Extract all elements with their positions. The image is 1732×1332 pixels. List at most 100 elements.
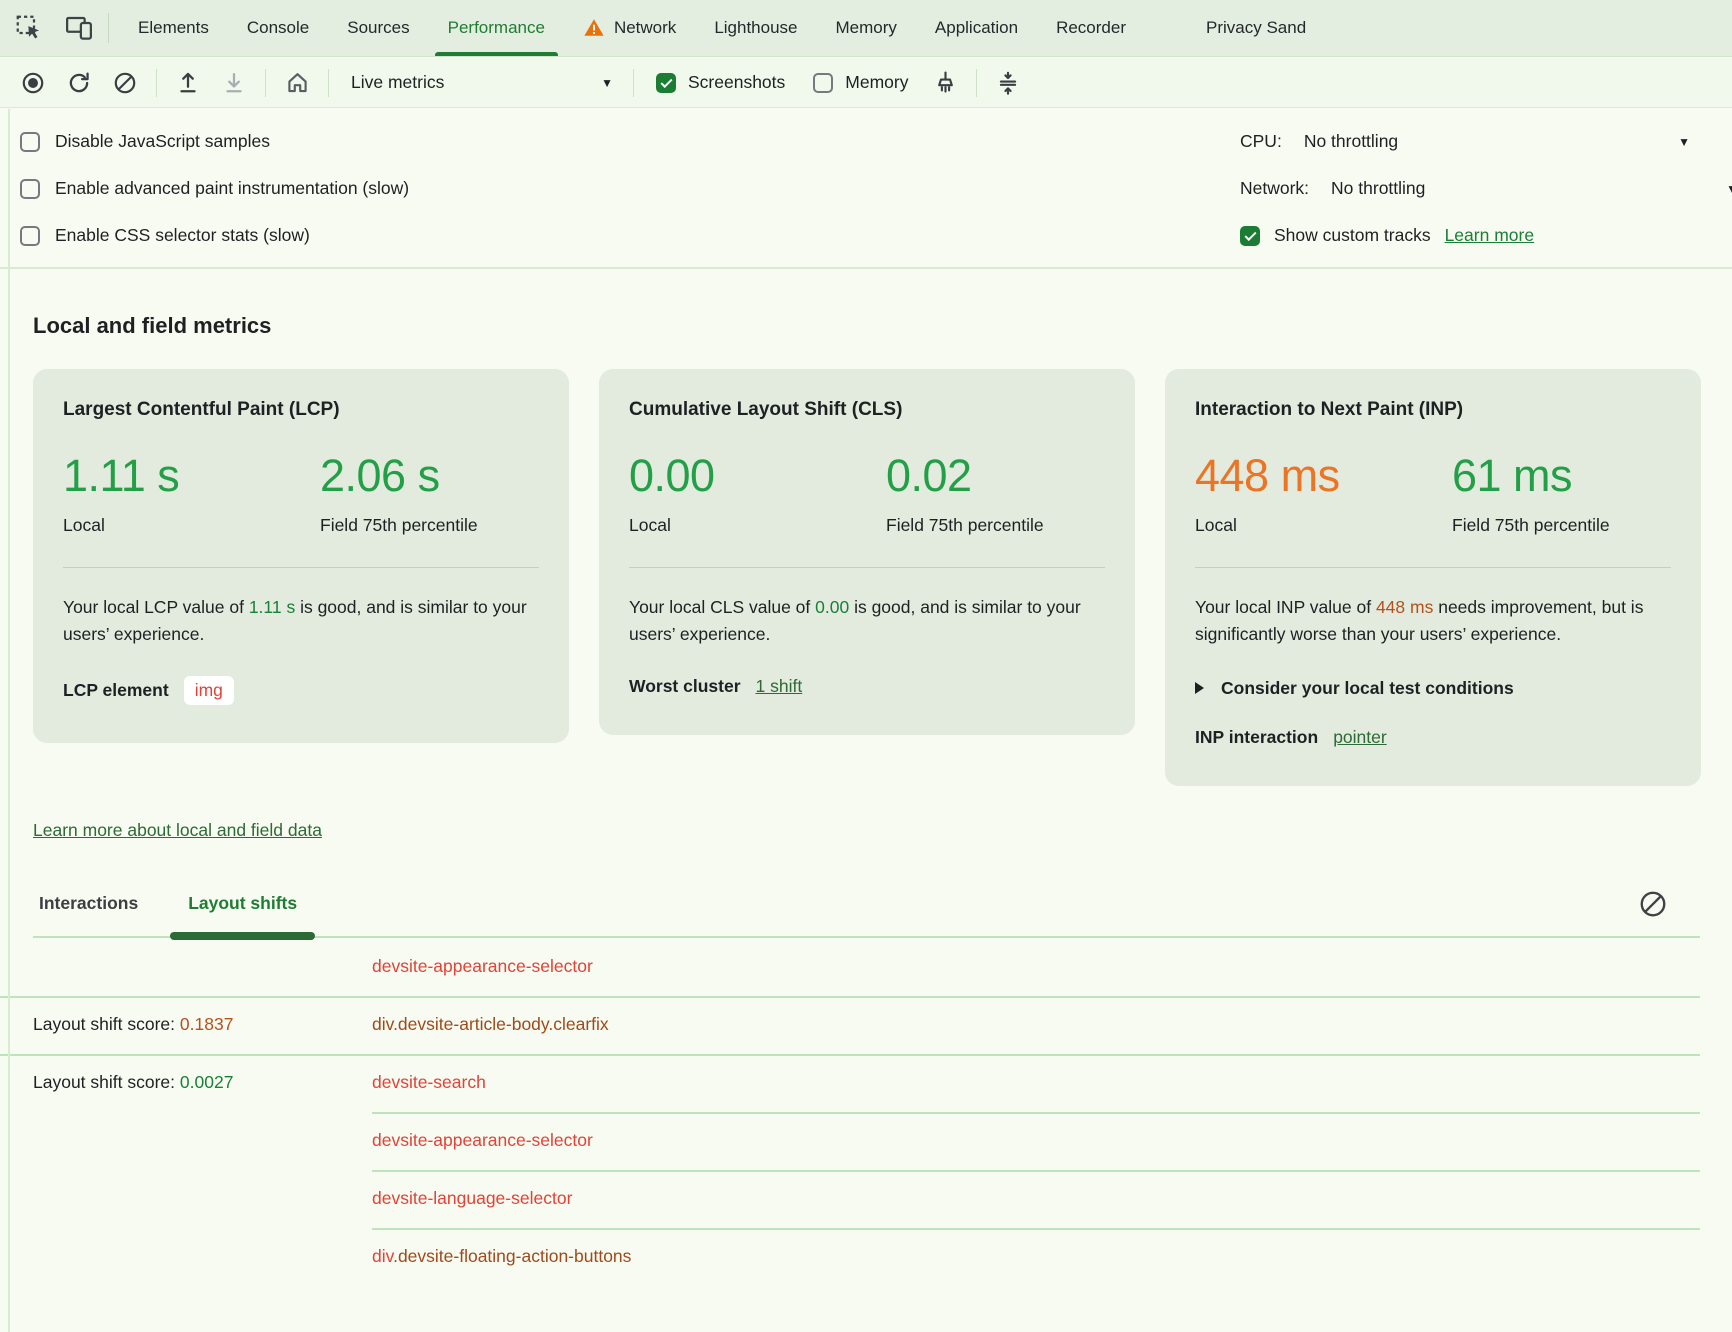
divider: [1195, 566, 1671, 568]
interactions-log: Interactions Layout shifts devsite-appea…: [0, 891, 1732, 1286]
device-toolbar-icon[interactable]: [58, 8, 100, 48]
shift-element-link[interactable]: div.devsite-floating-action-buttons: [372, 1246, 632, 1267]
tab-memory[interactable]: Memory: [835, 18, 897, 37]
lcp-element-label: LCP element: [63, 679, 169, 700]
divider: [0, 1053, 1700, 1056]
chevron-down-icon: ▼: [601, 75, 613, 90]
inspect-element-icon[interactable]: [8, 8, 50, 48]
shift-element-link[interactable]: div.devsite-article-body.clearfix: [372, 1014, 609, 1035]
disable-js-samples-checkbox[interactable]: Disable JavaScript samples: [20, 118, 1732, 165]
layout-shift-row: devsite-appearance-selector: [0, 938, 1732, 996]
upload-profile-button[interactable]: [165, 63, 211, 103]
local-label: Local: [629, 514, 671, 535]
local-label: Local: [1195, 514, 1237, 535]
learn-more-field-data-link[interactable]: Learn more about local and field data: [33, 819, 322, 840]
panel-left-border: [8, 109, 10, 1332]
inp-description: Your local INP value of 448 ms needs imp…: [1195, 596, 1644, 644]
lcp-field-value: 2.06 s: [320, 450, 440, 501]
garbage-collect-icon[interactable]: [922, 63, 968, 103]
layout-shift-row: div.devsite-floating-action-buttons: [0, 1227, 1732, 1286]
memory-checkbox[interactable]: Memory: [813, 72, 908, 93]
live-metrics-view: Local and field metrics Largest Contentf…: [0, 269, 1732, 1332]
checkbox-icon[interactable]: [20, 178, 40, 199]
tab-layout-shifts[interactable]: Layout shifts: [170, 893, 316, 940]
custom-tracks-learn-more-link[interactable]: Learn more: [1444, 225, 1535, 245]
local-test-conditions-expander[interactable]: Consider your local test conditions: [1195, 678, 1671, 699]
divider: [108, 13, 109, 43]
capture-settings: Disable JavaScript samples Enable advanc…: [0, 109, 1732, 269]
cpu-throttling-select[interactable]: CPU: No throttling ▼: [1240, 131, 1690, 151]
layout-shift-row: devsite-appearance-selector: [0, 1111, 1732, 1170]
tab-network[interactable]: Network: [564, 0, 695, 56]
cls-description: Your local CLS value of 0.00 is good, an…: [629, 596, 1081, 644]
divider: [372, 1227, 1700, 1230]
shift-element-link[interactable]: devsite-appearance-selector: [372, 956, 593, 977]
divider: [372, 1111, 1700, 1114]
local-label: Local: [63, 514, 105, 535]
inp-interaction-link[interactable]: pointer: [1333, 726, 1387, 747]
divider: [156, 68, 157, 97]
panel-mode-select[interactable]: Live metrics ▼: [351, 72, 613, 92]
inp-card: Interaction to Next Paint (INP) 448 ms L…: [1165, 369, 1701, 786]
shift-element-link[interactable]: devsite-language-selector: [372, 1188, 573, 1209]
cls-local-value: 0.00: [629, 450, 715, 501]
advanced-paint-checkbox[interactable]: Enable advanced paint instrumentation (s…: [20, 165, 1732, 212]
checkbox-icon[interactable]: [20, 131, 40, 152]
chevron-down-icon: ▼: [1678, 135, 1690, 149]
tab-sources[interactable]: Sources: [347, 18, 410, 37]
shift-element-link[interactable]: devsite-appearance-selector: [372, 1130, 593, 1151]
page-title: Local and field metrics: [33, 313, 272, 338]
tab-interactions[interactable]: Interactions: [39, 892, 139, 913]
field-label: Field 75th percentile: [320, 514, 478, 535]
tab-application[interactable]: Application: [934, 18, 1019, 37]
shift-score-label: Layout shift score:: [33, 1072, 176, 1093]
download-profile-button[interactable]: [211, 63, 257, 103]
worst-cluster-link[interactable]: 1 shift: [755, 675, 803, 696]
reload-record-button[interactable]: [56, 63, 102, 103]
divider: [976, 68, 978, 97]
shift-element-link[interactable]: devsite-search: [372, 1072, 486, 1093]
divider: [372, 1169, 1700, 1172]
metric-cards: Largest Contentful Paint (LCP) 1.11 s Lo…: [33, 369, 1732, 786]
checkbox-checked-icon[interactable]: [656, 72, 676, 93]
field-label: Field 75th percentile: [1452, 514, 1610, 535]
layout-shift-row: devsite-language-selector: [0, 1169, 1732, 1228]
network-throttling-select[interactable]: Network: No throttling ▼: [1240, 165, 1732, 212]
cls-field-value: 0.02: [886, 450, 972, 501]
collapse-live-metrics-icon[interactable]: [985, 63, 1031, 103]
tab-elements[interactable]: Elements: [138, 18, 209, 37]
home-icon[interactable]: [274, 63, 320, 103]
show-custom-tracks-checkbox[interactable]: Show custom tracks Learn more: [1240, 212, 1732, 259]
inp-local-value: 448 ms: [1195, 450, 1340, 501]
layout-shift-row: Layout shift score: 0.1837 div.devsite-a…: [0, 995, 1732, 1054]
tab-recorder[interactable]: Recorder: [1056, 18, 1126, 37]
field-label: Field 75th percentile: [886, 514, 1044, 535]
performance-toolbar: Live metrics ▼ Screenshots Memory: [0, 58, 1732, 108]
lcp-element-link[interactable]: img: [183, 675, 234, 705]
divider: [265, 68, 266, 97]
card-title: Largest Contentful Paint (LCP): [63, 399, 340, 420]
clear-log-icon[interactable]: [1638, 889, 1668, 919]
tab-lighthouse[interactable]: Lighthouse: [714, 18, 798, 37]
lcp-local-value: 1.11 s: [63, 450, 180, 501]
expand-triangle-icon: [1195, 682, 1204, 695]
layout-shift-row: Layout shift score: 0.0027 devsite-searc…: [0, 1053, 1732, 1112]
checkbox-checked-icon[interactable]: [1240, 225, 1260, 246]
css-selector-stats-checkbox[interactable]: Enable CSS selector stats (slow): [20, 212, 1732, 259]
card-title: Interaction to Next Paint (INP): [1195, 399, 1464, 420]
shift-score-value: 0.1837: [179, 1014, 234, 1035]
worst-cluster-label: Worst cluster: [629, 675, 741, 696]
record-button[interactable]: [10, 63, 56, 103]
lcp-description: Your local LCP value of 1.11 s is good, …: [63, 596, 527, 644]
tab-console[interactable]: Console: [246, 18, 310, 37]
tab-privacy-sandbox[interactable]: Privacy Sand: [1206, 18, 1307, 37]
checkbox-icon[interactable]: [20, 225, 40, 246]
warning-icon: [583, 17, 605, 39]
tab-performance[interactable]: Performance: [429, 0, 564, 56]
divider: [0, 995, 1700, 998]
checkbox-icon[interactable]: [813, 72, 834, 93]
divider: [633, 68, 634, 97]
shift-score-label: Layout shift score:: [33, 1014, 176, 1035]
screenshots-checkbox[interactable]: Screenshots: [656, 72, 785, 93]
clear-recordings-button[interactable]: [102, 63, 148, 103]
